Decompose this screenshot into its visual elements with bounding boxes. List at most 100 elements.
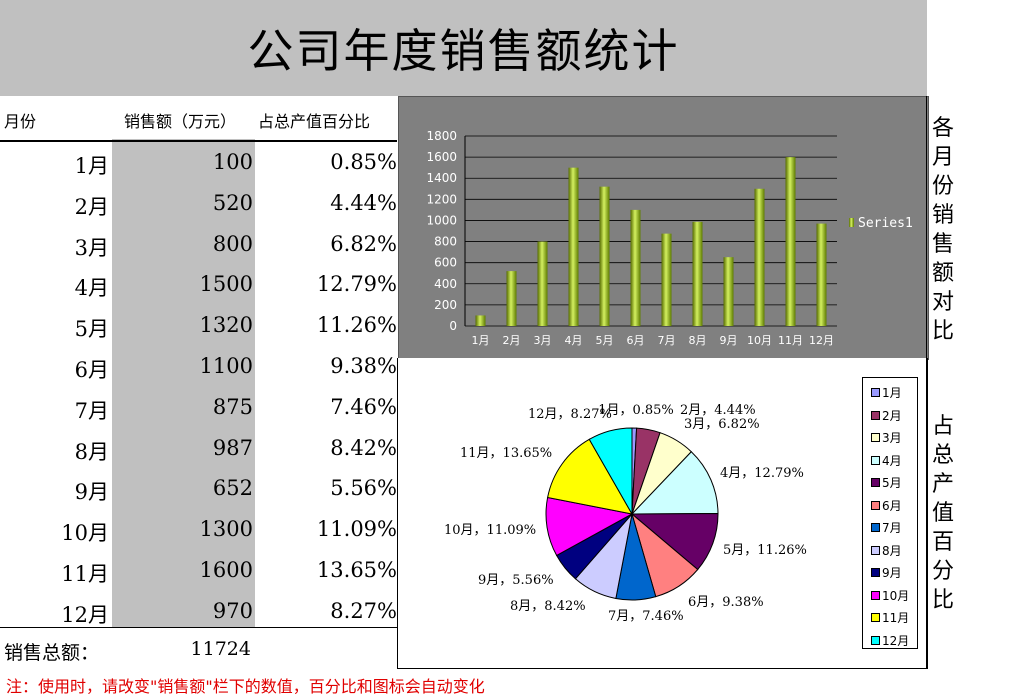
- x-tick-label: 2月: [503, 334, 521, 347]
- x-tick-label: 1月: [472, 334, 490, 347]
- y-tick-label: 800: [434, 235, 457, 249]
- header-sales: 销售额（万元）: [124, 112, 237, 131]
- row-sales: 1500: [199, 272, 253, 297]
- total-label: 销售总额：: [4, 642, 100, 664]
- pie-data-label: 2月，4.44%: [680, 403, 756, 418]
- row-pct: 13.65%: [316, 557, 397, 582]
- row-sales: 987: [212, 435, 253, 460]
- legend-item: 10月: [871, 587, 909, 604]
- row-month: 10月: [61, 521, 109, 546]
- bar: [723, 257, 734, 326]
- legend-swatch: [871, 545, 880, 555]
- row-pct: 12.79%: [316, 272, 397, 297]
- legend-swatch: [871, 613, 880, 622]
- row-pct: 6.82%: [330, 231, 397, 256]
- pie-data-label: 12月，8.27%: [528, 407, 612, 422]
- total-row: 销售总额： 11724: [0, 627, 397, 668]
- row-month: 4月: [74, 276, 109, 301]
- bar: [475, 315, 486, 326]
- legend-item: 3月: [871, 429, 902, 446]
- table-row: 3月 800 6.82%: [0, 224, 397, 265]
- legend-item: 11月: [871, 609, 909, 626]
- legend-label: 6月: [882, 498, 902, 513]
- legend-label: Series1: [858, 216, 913, 231]
- x-tick-label: 8月: [689, 334, 707, 347]
- row-month: 5月: [74, 317, 109, 342]
- legend-swatch: [871, 523, 880, 532]
- row-month: 3月: [74, 235, 109, 260]
- legend-label: 3月: [882, 431, 902, 445]
- table-row: 11月 1600 13.65%: [0, 550, 397, 591]
- table-row: 2月 520 4.44%: [0, 183, 397, 224]
- row-month: 7月: [74, 398, 109, 423]
- y-tick-label: 200: [434, 298, 457, 312]
- y-tick-label: 1600: [426, 150, 457, 164]
- sales-table: 月份 销售额（万元） 占总产值百分比 1月 100 0.85% 2月 520 4.44% 3…: [0, 96, 397, 632]
- y-tick-label: 0: [449, 319, 457, 333]
- pie-chart[interactable]: 1月，0.85% 2月，4.44% 3月，6.82% 4月，12.79% 5月，11.2…: [397, 358, 928, 669]
- row-sales: 1100: [199, 353, 253, 378]
- row-month: 12月: [61, 602, 109, 627]
- legend-label: 9月: [882, 566, 902, 580]
- page-title: 公司年度销售额统计: [247, 24, 680, 78]
- legend-item: 7月: [871, 519, 902, 536]
- bar-chart[interactable]: 0 200 400 600 800 1000 1200 1400 1600 1800 1月 2月 3月 4…: [398, 96, 929, 360]
- legend-label: 4月: [882, 453, 902, 468]
- legend-label: 2月: [882, 408, 902, 423]
- pie-data-label: 6月，9.38%: [688, 595, 764, 610]
- sales-column-shading: [112, 139, 255, 627]
- title-band: 公司年度销售额统计: [0, 0, 927, 96]
- row-sales: 520: [212, 190, 253, 215]
- row-pct: 4.44%: [330, 190, 397, 215]
- row-pct: 7.46%: [330, 394, 397, 419]
- legend-swatch: [871, 455, 880, 465]
- side-label-bar: 各月份销售额对比: [932, 116, 955, 344]
- legend-item: 2月: [871, 407, 902, 424]
- legend-item: 5月: [871, 474, 902, 491]
- x-tick-label: 9月: [720, 334, 738, 347]
- table-row: 10月 1300 11.09%: [0, 509, 397, 550]
- table-row: 1月 100 0.85%: [0, 142, 397, 183]
- x-tick-label: 11月: [778, 334, 803, 347]
- table-row: 6月 1100 9.38%: [0, 346, 397, 387]
- pie-slice: [547, 438, 633, 515]
- pie-chart-svg: 1月，0.85% 2月，4.44%3月，6.82% 4月，12.79% 5月，11.2…: [444, 403, 807, 624]
- pie-data-label: 9月，5.56%: [478, 573, 554, 588]
- pie-legend: 1月 2月 3月 4月 5月 6月 7月 8月 9月 10月 11月 12月: [862, 377, 918, 649]
- x-tick-label: 3月: [534, 334, 552, 347]
- bar: [785, 157, 796, 326]
- legend-item: 1月: [871, 384, 902, 401]
- table-row: 8月 987 8.42%: [0, 428, 397, 469]
- row-sales: 875: [212, 394, 253, 419]
- row-sales: 1600: [199, 557, 253, 582]
- legend-swatch: [871, 388, 880, 397]
- legend-swatch: [871, 635, 880, 645]
- legend-swatch: [871, 568, 880, 577]
- pie-data-label: 8月，8.42%: [510, 599, 586, 614]
- pie-data-label: 5月，11.26%: [723, 543, 807, 558]
- chart-border-right: [926, 96, 927, 668]
- legend-item: 8月: [871, 542, 902, 559]
- legend-label: 8月: [882, 543, 902, 558]
- table-row: 9月 652 5.56%: [0, 468, 397, 509]
- x-tick-label: 6月: [627, 334, 645, 347]
- x-tick-label: 7月: [658, 334, 676, 347]
- row-pct: 9.38%: [330, 353, 397, 378]
- y-tick-label: 1800: [426, 129, 457, 143]
- bar: [506, 271, 517, 326]
- y-tick-label: 1000: [426, 213, 457, 227]
- bar: [692, 221, 703, 326]
- legend-item: 9月: [871, 564, 902, 581]
- row-month: 8月: [74, 439, 109, 464]
- row-sales: 800: [212, 231, 253, 256]
- bar: [630, 209, 641, 326]
- header-pct: 占总产值百分比: [258, 112, 371, 131]
- table-row: 4月 1500 12.79%: [0, 264, 397, 305]
- legend-label: 12月: [882, 633, 910, 648]
- row-month: 9月: [74, 480, 109, 505]
- x-tick-label: 10月: [747, 334, 772, 347]
- pie-data-label: 3月，6.82%: [684, 417, 760, 432]
- row-pct: 5.56%: [330, 476, 397, 501]
- legend-item: 4月: [871, 452, 902, 469]
- legend-item: 12月: [871, 632, 909, 649]
